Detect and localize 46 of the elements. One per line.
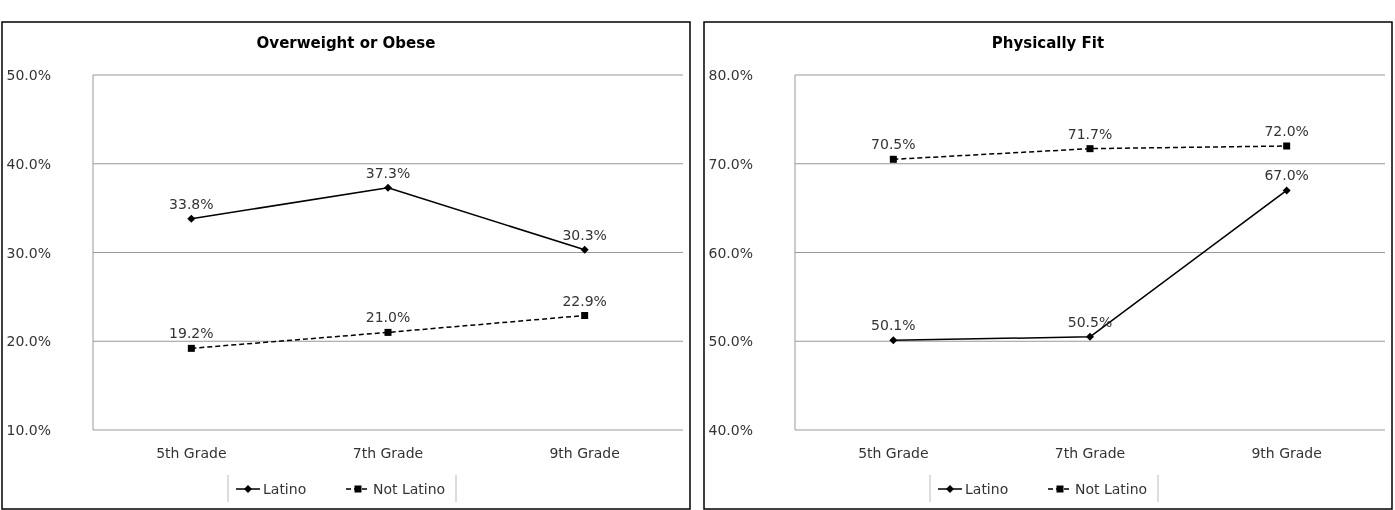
- y-tick-label: 30.0%: [6, 244, 51, 261]
- data-label: 70.5%: [871, 136, 916, 153]
- data-label: 22.9%: [562, 292, 607, 309]
- x-tick-label: 9th Grade: [549, 445, 620, 461]
- data-label: 19.2%: [169, 325, 214, 342]
- data-label: 50.1%: [871, 317, 916, 334]
- point: [889, 155, 897, 163]
- point: [187, 344, 195, 352]
- y-tick-label: 10.0%: [6, 422, 51, 438]
- x-tick-label: 5th Grade: [858, 445, 929, 461]
- x-tick-label: 9th Grade: [1251, 445, 1322, 461]
- legend-label: Not Latino: [1075, 481, 1148, 497]
- data-label: 72.0%: [1264, 123, 1309, 139]
- data-label: 21.0%: [365, 309, 411, 326]
- point: [581, 312, 589, 320]
- chart-title: Physically Fit: [991, 34, 1105, 52]
- chart-title: Overweight or Obese: [256, 34, 436, 52]
- point: [1282, 186, 1291, 195]
- data-label: 50.5%: [1067, 313, 1113, 330]
- point: [187, 214, 196, 223]
- y-tick-label: 50.0%: [6, 67, 51, 83]
- y-tick-label: 70.0%: [708, 155, 753, 172]
- x-tick-label: 5th Grade: [156, 445, 227, 461]
- point: [384, 183, 392, 192]
- point: [1086, 145, 1094, 153]
- point: [384, 328, 392, 336]
- legend-label: Not Latino: [373, 481, 446, 497]
- y-tick-label: 60.0%: [708, 244, 753, 261]
- legend-label: Latino: [965, 481, 1009, 497]
- y-tick-label: 80.0%: [708, 67, 753, 83]
- data-label: 30.3%: [562, 226, 607, 243]
- data-label: 67.0%: [1264, 167, 1309, 184]
- point: [580, 245, 589, 254]
- legend-label: Latino: [263, 481, 307, 497]
- x-tick-label: 7th Grade: [1054, 445, 1126, 461]
- y-tick-label: 40.0%: [708, 422, 753, 438]
- y-tick-label: 40.0%: [6, 155, 51, 172]
- point: [1283, 142, 1291, 150]
- data-label: 71.7%: [1067, 125, 1113, 142]
- data-label: 33.8%: [169, 195, 214, 212]
- x-tick-label: 7th Grade: [352, 445, 424, 461]
- point: [1086, 332, 1094, 341]
- y-tick-label: 50.0%: [708, 333, 753, 350]
- point: [889, 336, 898, 345]
- y-tick-label: 20.0%: [6, 333, 51, 350]
- data-label: 37.3%: [365, 164, 411, 181]
